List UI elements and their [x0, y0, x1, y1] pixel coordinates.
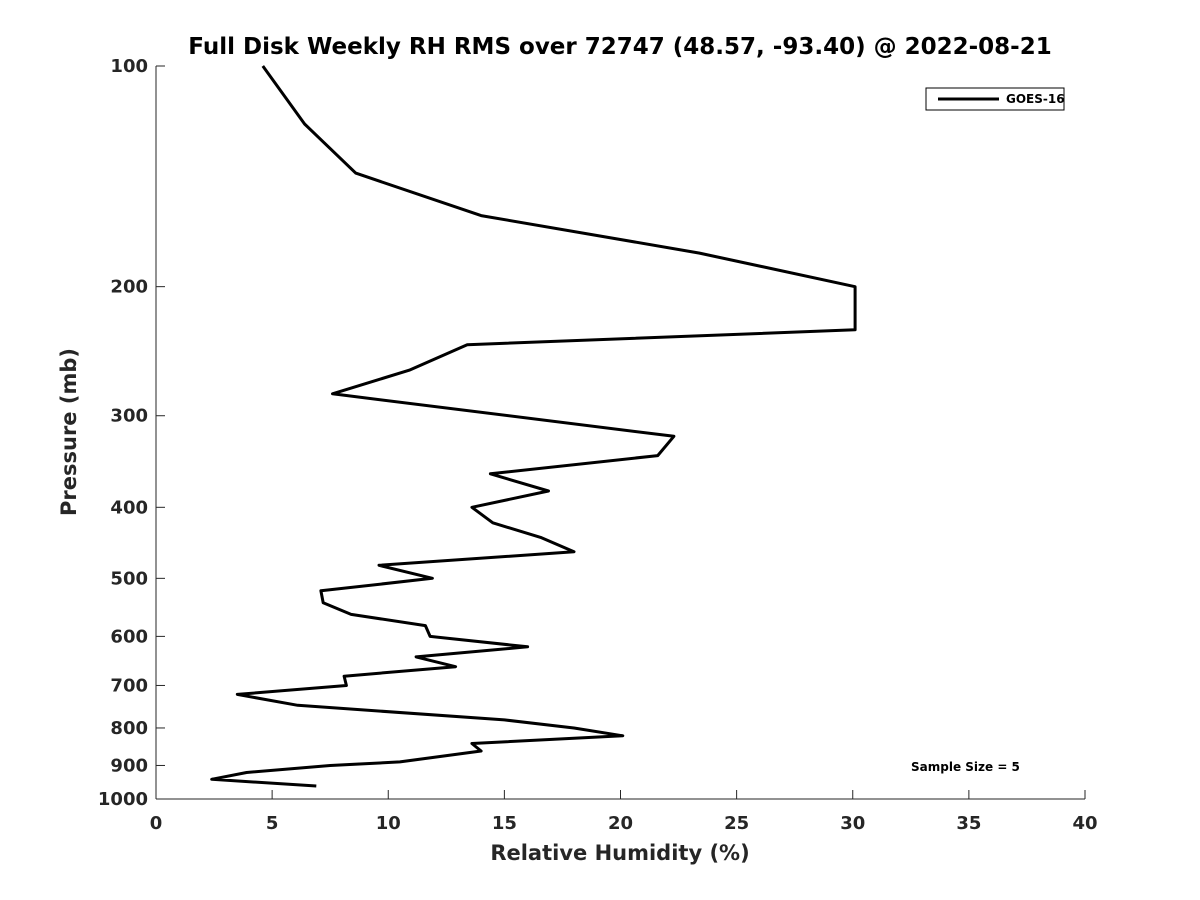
y-tick-label: 300: [110, 406, 148, 427]
y-tick-label: 600: [110, 626, 148, 647]
y-axis-label: Pressure (mb): [57, 348, 81, 516]
x-axis-label: Relative Humidity (%): [490, 841, 749, 865]
x-tick-label: 30: [840, 813, 865, 834]
chart-title: Full Disk Weekly RH RMS over 72747 (48.5…: [188, 34, 1051, 60]
y-tick-label: 700: [110, 675, 148, 696]
y-tick-label: 100: [110, 56, 148, 77]
x-tick-label: 5: [266, 813, 279, 834]
legend: GOES-16: [925, 87, 1065, 111]
y-tick-label: 900: [110, 755, 148, 776]
legend-entry-goes-16: GOES-16: [1006, 92, 1065, 106]
sample-size-annotation: Sample Size = 5: [911, 760, 1020, 774]
x-tick-label: 10: [376, 813, 401, 834]
x-tick-label: 20: [608, 813, 633, 834]
x-tick-label: 25: [724, 813, 749, 834]
series-line-goes-16: [210, 65, 857, 788]
y-tick-label: 400: [110, 497, 148, 518]
x-tick-label: 40: [1072, 813, 1097, 834]
y-tick-label: 800: [110, 718, 148, 739]
x-tick-label: 35: [956, 813, 981, 834]
x-tick-label: 15: [492, 813, 517, 834]
x-axis-ticks: 0 5 10 15 20 25 30 35 40: [150, 790, 1098, 834]
y-tick-label: 1000: [98, 789, 148, 810]
x-tick-label: 0: [150, 813, 163, 834]
y-tick-label: 500: [110, 568, 148, 589]
y-axis-ticks: 100 200 300 400 500 600 700 800 900 1000: [98, 56, 165, 810]
y-tick-label: 200: [110, 277, 148, 298]
